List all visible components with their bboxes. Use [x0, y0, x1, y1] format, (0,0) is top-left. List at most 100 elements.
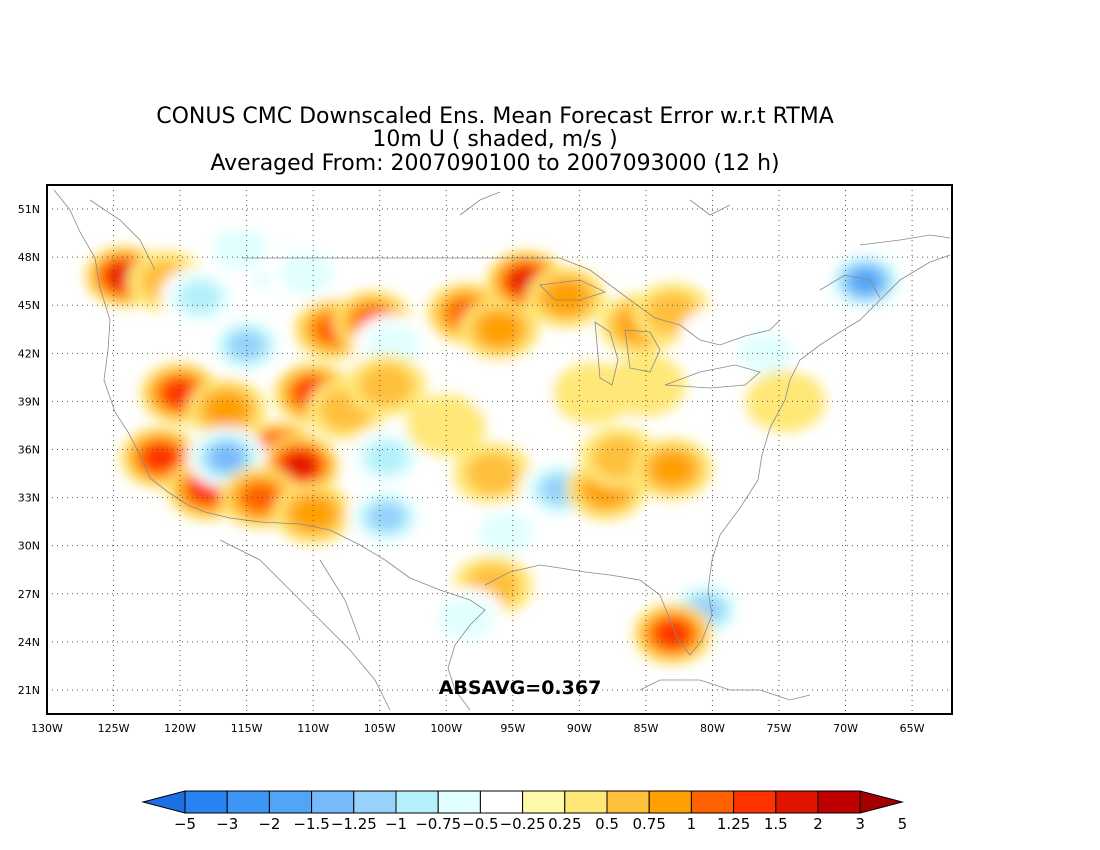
colorbar-swatch: [311, 790, 355, 814]
colorbar-label: 5: [898, 815, 908, 833]
anomaly-blobs: [84, 218, 906, 665]
anomaly-contour: [205, 392, 248, 426]
colorbar-swatch: [733, 790, 777, 814]
anomaly-contour: [851, 269, 880, 293]
anomaly-contour: [285, 454, 315, 477]
lat-tick-label: 24N: [18, 636, 40, 649]
colorbar-label: 2: [813, 815, 823, 833]
anomaly-contour: [472, 362, 553, 425]
anomaly-contour: [465, 452, 520, 495]
coastlines: [53, 189, 951, 711]
lon-tick-label: 70W: [833, 722, 858, 735]
colorbar-label: −3: [216, 815, 238, 833]
anomaly-contour: [745, 370, 826, 433]
lat-tick-label: 27N: [18, 588, 40, 601]
colorbar-swatch: [522, 790, 566, 814]
colorbar-label: −1: [385, 815, 407, 833]
anomaly-contour: [279, 252, 334, 295]
lat-tick-label: 48N: [18, 251, 40, 264]
lon-tick-label: 120W: [164, 722, 196, 735]
anomaly-contour: [178, 280, 222, 314]
colorbar-swatch: [479, 790, 524, 814]
lon-tick-label: 85W: [633, 722, 658, 735]
colorbar-label: 1: [687, 815, 697, 833]
colorbar-swatch: [775, 790, 819, 814]
anomaly-contour: [292, 497, 335, 531]
colorbar-label: −5: [174, 815, 196, 833]
anomaly-contour: [651, 452, 694, 486]
colorbar-label: −0.75: [415, 815, 461, 833]
lon-tick-label: 115W: [231, 722, 263, 735]
anomaly-contour: [144, 445, 176, 470]
colorbar-swatch: [564, 790, 608, 814]
lon-tick-label: 95W: [500, 722, 525, 735]
grid-lines: [47, 185, 952, 714]
anomaly-contour: [368, 502, 405, 531]
colorbar-arrow-low: [141, 790, 186, 814]
colorbar-swatch: [353, 790, 397, 814]
anomaly-contour: [738, 332, 793, 375]
title-line-2: 10m U ( shaded, m/s ): [372, 127, 617, 152]
colorbar-swatch: [690, 790, 735, 814]
latitude-tick-labels: 51N 48N 45N 42N 39N 36N 33N 30N 27N 24N 21N: [18, 203, 40, 697]
anomaly-contour: [164, 380, 196, 406]
anomaly-contour: [365, 440, 408, 475]
colorbar-label: −0.5: [462, 815, 498, 833]
colorbar-swatch: [817, 790, 861, 814]
anomaly-contour: [544, 280, 588, 314]
lat-tick-label: 21N: [18, 684, 40, 697]
colorbar-label: 1.25: [717, 815, 750, 833]
colorbar-label: −1.5: [293, 815, 329, 833]
lon-tick-label: 105W: [364, 722, 396, 735]
colorbar-arrow-high: [859, 790, 905, 814]
lon-tick-label: 125W: [98, 722, 130, 735]
lat-tick-label: 45N: [18, 299, 40, 312]
colorbar: [141, 790, 905, 814]
lon-tick-label: 75W: [767, 722, 792, 735]
colorbar-label: −0.25: [500, 815, 546, 833]
lat-tick-label: 39N: [18, 395, 40, 408]
longitude-tick-labels: 130W 125W 120W 115W 110W 105W 100W 95W 90W 85W 80W…: [31, 722, 925, 735]
anomaly-contour: [359, 364, 414, 407]
shaded-field: [84, 218, 906, 665]
map-area: ABSAVG=0.367: [46, 184, 953, 715]
lat-tick-label: 36N: [18, 444, 40, 457]
lon-tick-label: 110W: [297, 722, 329, 735]
anomaly-contour: [656, 621, 689, 647]
colorbar-label: 0.75: [632, 815, 665, 833]
colorbar-labels: −5 −3 −2 −1.5 −1.25 −1 −0.75 −0.5 −0.25 0.25 0.5 0.…: [174, 815, 907, 833]
lon-tick-label: 130W: [31, 722, 63, 735]
lat-tick-label: 51N: [18, 203, 40, 216]
title-line-3: Averaged From: 2007090100 to 2007093000 …: [210, 151, 779, 176]
anomaly-contour: [213, 228, 267, 271]
colorbar-label: −1.25: [331, 815, 377, 833]
colorbar-swatch: [648, 790, 692, 814]
colorbar-label: 3: [855, 815, 865, 833]
lon-tick-label: 80W: [700, 722, 725, 735]
anomaly-contour: [210, 445, 243, 470]
absavg-label: ABSAVG=0.367: [439, 677, 602, 699]
anomaly-contour: [478, 312, 521, 346]
lon-tick-label: 100W: [430, 722, 462, 735]
colorbar-swatch: [184, 790, 228, 814]
anomaly-contour: [439, 596, 494, 639]
colorbar-swatch: [606, 790, 650, 814]
title-line-1: CONUS CMC Downscaled Ens. Mean Forecast …: [156, 104, 834, 129]
lon-tick-label: 90W: [567, 722, 592, 735]
colorbar-swatch: [395, 790, 439, 814]
colorbar-label: 1.5: [764, 815, 788, 833]
colorbar-swatch: [437, 790, 481, 814]
lat-tick-label: 33N: [18, 492, 40, 505]
anomaly-contour: [242, 483, 278, 512]
anomaly-contour: [479, 511, 534, 554]
colorbar-swatch: [268, 790, 313, 814]
colorbar-label: 0.5: [595, 815, 619, 833]
colorbar-label: −2: [258, 815, 280, 833]
lon-tick-label: 65W: [900, 722, 925, 735]
lat-tick-label: 42N: [18, 347, 40, 360]
colorbar-label: 0.25: [548, 815, 581, 833]
lat-tick-label: 30N: [18, 540, 40, 553]
map-frame: [46, 184, 953, 715]
colorbar-swatch: [226, 790, 270, 814]
